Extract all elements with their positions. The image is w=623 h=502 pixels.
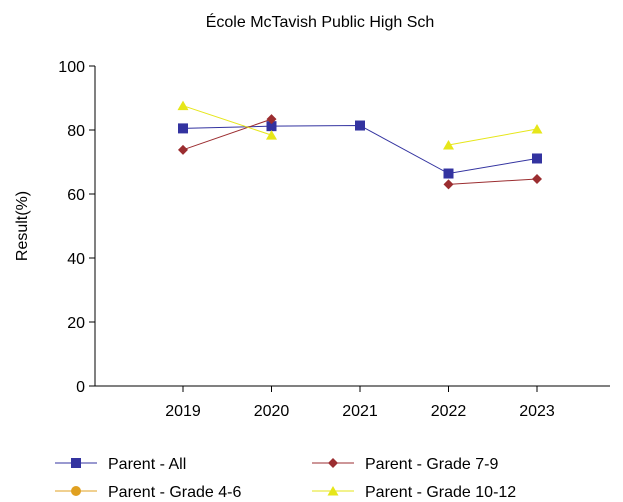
series-line [182,105,272,136]
data-point [443,168,454,179]
x-tick-label: 2021 [342,403,378,420]
x-tick-label: 2023 [519,403,555,420]
legend-label: Parent - All [108,456,186,473]
data-point [178,144,188,155]
series-line [182,118,272,151]
legend-item: Parent - Grade 4-6 [55,484,242,501]
y-tick-label: 20 [67,315,85,332]
series-parent-grade-7-9 [178,114,542,190]
y-tick-label: 100 [58,59,85,76]
legend: Parent - All Parent - Grade 7-9 Parent - G… [55,456,516,501]
data-point [266,130,277,140]
y-tick-label: 80 [67,123,85,140]
legend-item: Parent - Grade 10-12 [312,484,516,501]
data-point [266,114,277,125]
y-tick-label: 60 [67,187,85,204]
data-point [266,121,277,132]
chart-title: École McTavish Public High Sch [206,12,435,31]
legend-label: Parent - Grade 4-6 [108,484,242,501]
legend-marker [71,486,81,496]
data-point [532,173,542,184]
data-point [443,140,454,150]
data-point [443,179,454,190]
legend-marker [71,458,81,468]
data-point [177,100,189,111]
series-layer [177,100,543,190]
series-parent-grade-10-12 [177,100,543,150]
series-line [448,178,538,185]
data-point [532,153,542,164]
x-tick-label: 2019 [165,403,201,420]
data-point [178,123,188,134]
legend-label: Parent - Grade 10-12 [365,484,516,501]
legend-marker [328,458,338,468]
data-point [355,120,365,131]
series-line [448,128,538,146]
series-line [182,125,538,175]
axes: 0 20 40 60 80 100 2019 2020 2021 2022 2023 [58,59,610,420]
y-axis-title: Result(%) [14,191,31,261]
legend-item: Parent - Grade 7-9 [312,456,499,473]
x-tick-label: 2022 [431,403,467,420]
data-point [531,124,543,134]
y-tick-label: 0 [76,379,85,396]
series-parent-all [178,120,542,179]
legend-label: Parent - Grade 7-9 [365,456,499,473]
legend-item: Parent - All [55,456,186,473]
y-tick-label: 40 [67,251,85,268]
legend-marker [327,486,339,496]
x-tick-label: 2020 [254,403,290,420]
